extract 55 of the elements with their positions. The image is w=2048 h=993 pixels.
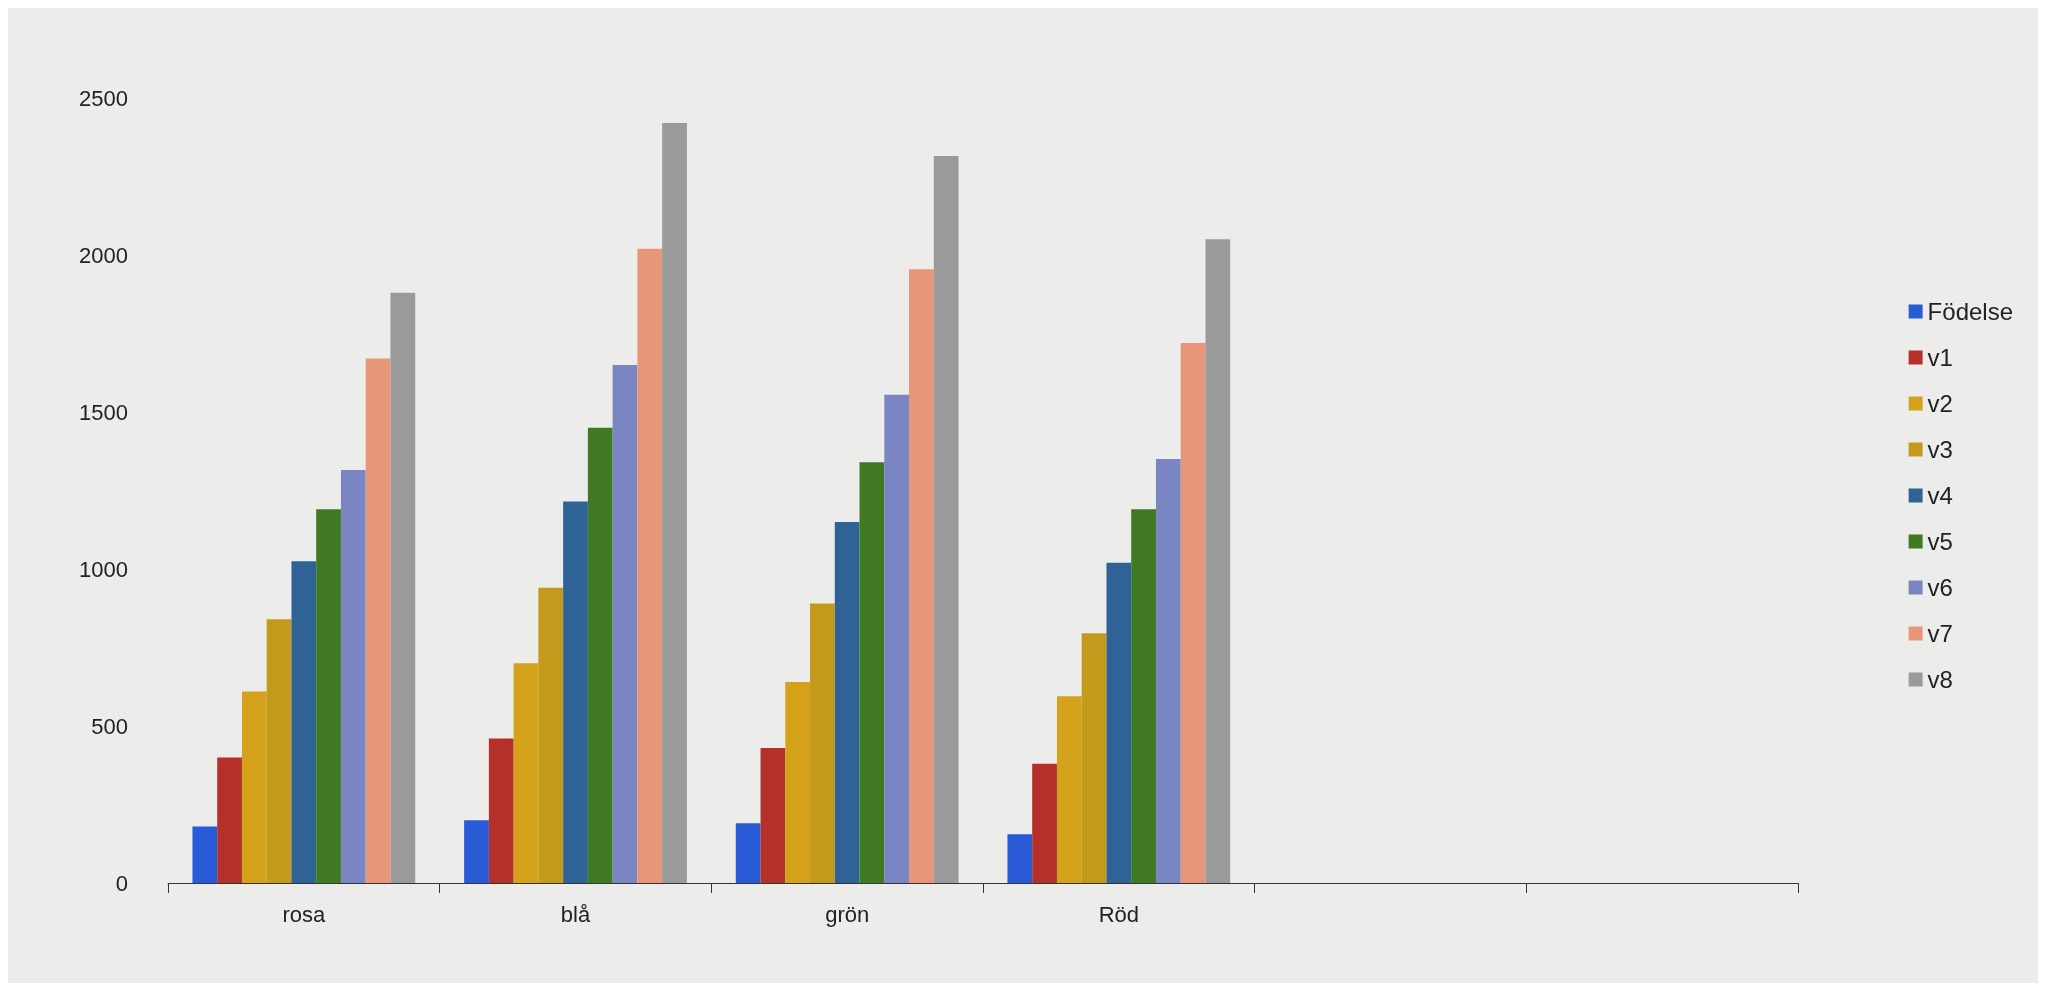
bar: [1205, 239, 1231, 883]
x-tick-label: rosa: [282, 901, 326, 927]
bar: [488, 738, 514, 883]
bar: [810, 603, 835, 883]
y-tick-label: 500: [91, 713, 128, 739]
bar: [365, 358, 391, 883]
x-tick-label: blå: [560, 901, 591, 927]
bar: [1056, 696, 1082, 883]
bar: [266, 619, 292, 883]
bar: [859, 462, 885, 883]
bar: [217, 757, 242, 883]
bar: [933, 156, 959, 883]
bar: [291, 561, 317, 883]
bar: [884, 394, 910, 883]
x-tick-label: grön: [825, 901, 870, 927]
bar: [760, 747, 786, 883]
bar: [612, 364, 638, 883]
legend-label: v3: [1927, 436, 1953, 463]
bar: [464, 820, 489, 883]
y-tick-label: 0: [115, 870, 128, 896]
legend-label: v4: [1927, 482, 1953, 509]
bar: [587, 427, 613, 883]
bar: [241, 691, 267, 883]
bar: [340, 470, 366, 883]
y-tick-label: 1500: [79, 399, 128, 425]
bar: [563, 501, 588, 883]
bar: [316, 509, 341, 883]
bar: [1032, 763, 1057, 883]
legend-label: Födelse: [1927, 298, 2014, 325]
legend-label: v5: [1927, 528, 1953, 555]
y-tick-label: 1000: [79, 556, 128, 582]
bar: [785, 682, 811, 883]
bar: [1007, 834, 1033, 883]
legend-label: v1: [1927, 344, 1953, 371]
legend-label: v6: [1927, 574, 1953, 601]
bar: [834, 521, 860, 883]
bar: [1180, 342, 1206, 883]
bar: [662, 123, 687, 883]
bar: [192, 826, 218, 883]
bar: [1131, 509, 1156, 883]
bar: [909, 269, 934, 883]
bar: [1106, 562, 1132, 883]
bar: [735, 823, 761, 883]
bar: [1155, 459, 1181, 883]
bar: [1081, 633, 1107, 883]
bar: [538, 587, 564, 883]
legend-label: v8: [1927, 666, 1953, 693]
y-tick-label: 2500: [79, 85, 128, 111]
legend-label: v7: [1927, 620, 1953, 647]
legend-label: v2: [1927, 390, 1953, 417]
bar: [637, 248, 663, 883]
x-tick-label: Röd: [1098, 901, 1140, 927]
bar: [390, 292, 416, 883]
bar: [513, 663, 539, 883]
y-tick-label: 2000: [79, 242, 128, 268]
